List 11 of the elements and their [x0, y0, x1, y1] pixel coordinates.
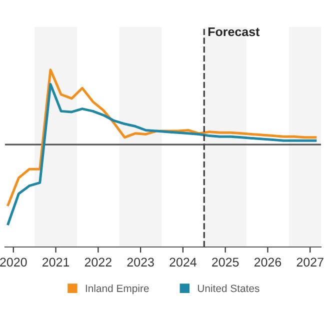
ref-line-label: Forecast	[208, 27, 260, 36]
x-tick-label: 2020	[0, 258, 27, 267]
x-tick-label: 2022	[84, 258, 112, 267]
x-tick-label: 2021	[42, 258, 70, 267]
x-tick-label: 2025	[212, 258, 239, 267]
x-tick-label: 2024	[170, 258, 196, 267]
x-tick-label: 2026	[254, 258, 282, 267]
x-tick-label: 2027	[296, 258, 324, 267]
legend-label: United States	[198, 284, 260, 292]
x-tick-label: 2023	[127, 258, 154, 267]
legend-label: Inland Empire	[86, 284, 149, 294]
